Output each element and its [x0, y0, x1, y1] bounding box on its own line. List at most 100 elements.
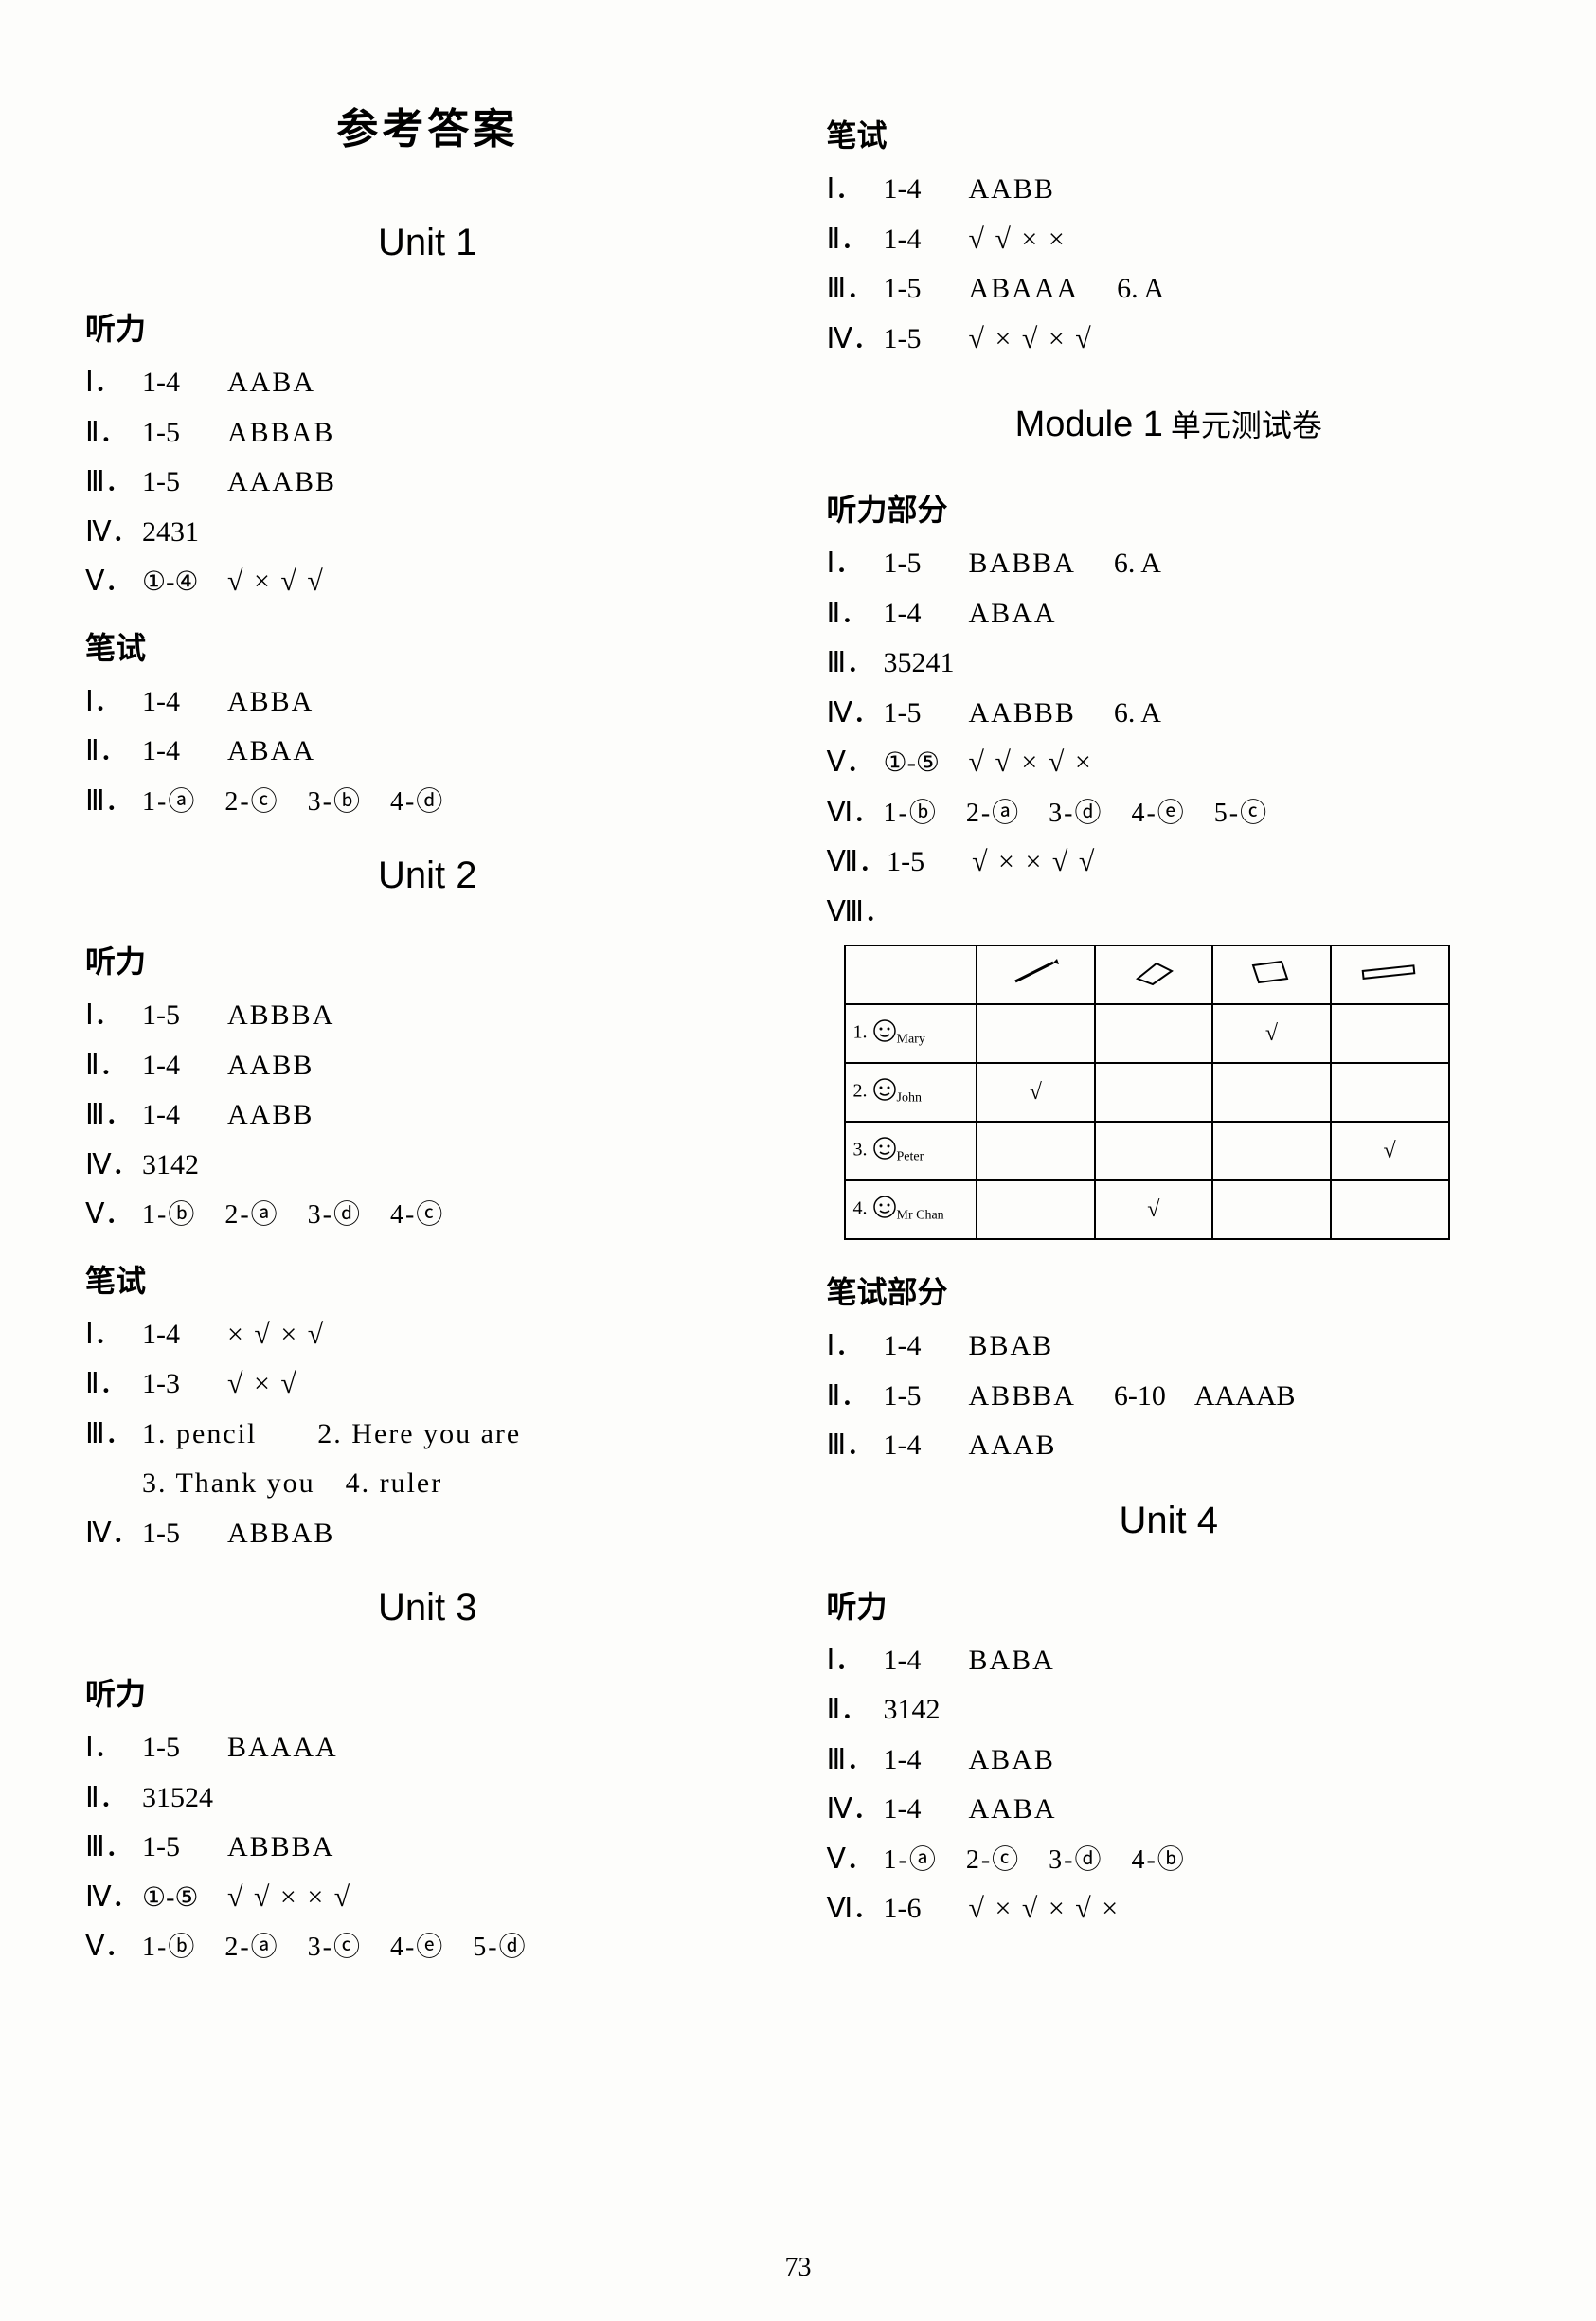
answers: 1. pencil 2. Here you are — [142, 1410, 521, 1460]
answers: AABA — [227, 358, 315, 408]
range: 1-4 — [142, 677, 227, 728]
answers: AABA — [969, 1785, 1057, 1835]
answer-line: Ⅰ．1-4ABBA — [85, 677, 770, 728]
unit4-listening-label: 听力 — [827, 1583, 1512, 1627]
row-label: 4. Mr Chan — [845, 1180, 977, 1239]
range: 3142 — [884, 1685, 969, 1736]
roman: Ⅶ． — [827, 837, 888, 888]
table-cell — [977, 1122, 1095, 1180]
roman: Ⅲ． — [827, 639, 884, 689]
face-icon — [872, 1195, 897, 1225]
range: 1-5 — [884, 1372, 969, 1422]
extra: 6. A — [1117, 264, 1164, 315]
module1-title: Module 1 单元测试卷 — [827, 402, 1512, 445]
answer-line: Ⅱ．1-4√ √ × × — [827, 215, 1512, 265]
answers: ABAA — [227, 727, 315, 777]
answer-line: Ⅲ．1-5ABAAA6. A — [827, 264, 1512, 315]
answers: ABAAA — [969, 264, 1080, 315]
answers: AAABB — [227, 458, 336, 508]
answers: 3. Thank you 4. ruler — [142, 1459, 442, 1509]
roman: Ⅱ． — [827, 1685, 884, 1736]
answer-line: Ⅴ．1-ⓐ 2-ⓒ 3-ⓓ 4-ⓑ — [827, 1835, 1512, 1885]
range: 1-3 — [142, 1359, 227, 1410]
roman: Ⅳ． — [85, 1141, 142, 1191]
answers: BABBA — [969, 539, 1076, 589]
extra: 6-10 AAAAB — [1114, 1372, 1296, 1422]
roman: Ⅲ． — [827, 1736, 884, 1786]
table-cell — [1212, 1063, 1331, 1122]
answers: ABAB — [969, 1736, 1055, 1786]
roman: Ⅲ． — [85, 1090, 142, 1141]
answer-line: Ⅱ．1-4AABB — [85, 1041, 770, 1091]
answers: 1-ⓐ 2-ⓒ 3-ⓑ 4-ⓓ — [142, 779, 444, 825]
answers: AAAB — [969, 1421, 1057, 1471]
roman: Ⅰ． — [85, 358, 142, 408]
row-label: 1. Mary — [845, 1004, 977, 1063]
range: 1-5 — [142, 1723, 227, 1773]
roman: Ⅱ． — [85, 1773, 142, 1824]
unit4-title: Unit 4 — [827, 1500, 1512, 1542]
roman: Ⅲ． — [85, 777, 142, 827]
unit3-written-label: 笔试 — [827, 112, 1512, 155]
roman: Ⅱ． — [85, 727, 142, 777]
table-cell — [1331, 1004, 1449, 1063]
answers: ABAA — [969, 589, 1057, 639]
roman: Ⅱ． — [85, 1359, 142, 1410]
table-cell: √ — [977, 1063, 1095, 1122]
answers: √ × √ × √ × — [969, 1884, 1121, 1934]
answer-line: Ⅰ．1-5BAAAA — [85, 1723, 770, 1773]
answers: ABBBA — [227, 991, 334, 1041]
answer-line: Ⅲ．1-5ABBBA — [85, 1823, 770, 1873]
answer-line: Ⅱ．1-5ABBBA6-10 AAAAB — [827, 1372, 1512, 1422]
module1-table: 1. Mary √ 2. John √ 3. Peter √ — [844, 945, 1450, 1240]
range: 1-4 — [884, 1636, 969, 1686]
range: 1-4 — [142, 1090, 227, 1141]
range: 1-4 — [142, 358, 227, 408]
answers: AABB — [227, 1041, 314, 1091]
range: 1-4 — [884, 589, 969, 639]
range: 31524 — [142, 1773, 227, 1824]
table-empty-header — [845, 945, 977, 1004]
answers: BBAB — [969, 1322, 1054, 1372]
range: 1-5 — [142, 1509, 227, 1559]
table-cell — [977, 1180, 1095, 1239]
unit2-title: Unit 2 — [85, 855, 770, 897]
row-label: 2. John — [845, 1063, 977, 1122]
answers: × √ × √ — [227, 1310, 325, 1360]
roman: Ⅰ． — [827, 1636, 884, 1686]
roman: Ⅵ． — [827, 788, 884, 838]
range: 1-5 — [884, 315, 969, 365]
answer-line: Ⅰ．1-5ABBBA — [85, 991, 770, 1041]
roman: Ⅱ． — [85, 1041, 142, 1091]
roman: Ⅰ． — [827, 165, 884, 215]
range: 1-5 — [142, 991, 227, 1041]
answer-line: Ⅴ．1-ⓑ 2-ⓐ 3-ⓓ 4-ⓒ — [85, 1190, 770, 1240]
answers: 1-ⓑ 2-ⓐ 3-ⓒ 4-ⓔ 5-ⓓ — [142, 1924, 528, 1970]
roman: Ⅲ． — [85, 458, 142, 508]
answers: BABA — [969, 1636, 1055, 1686]
roman: Ⅰ． — [827, 1322, 884, 1372]
range: 1-5 — [142, 1823, 227, 1873]
range: 1-4 — [884, 215, 969, 265]
face-icon — [872, 1077, 897, 1107]
roman: Ⅵ． — [827, 1884, 884, 1934]
table-cell — [1095, 1063, 1213, 1122]
roman: Ⅰ． — [827, 539, 884, 589]
answers: ABBBA — [969, 1372, 1076, 1422]
answers: √ × √ × √ — [969, 315, 1093, 365]
answers: √ √ × × — [969, 215, 1067, 265]
roman: Ⅱ． — [85, 408, 142, 459]
module1-title-en: Module 1 — [1015, 405, 1163, 444]
table-cell: √ — [1212, 1004, 1331, 1063]
answers: ABBBA — [227, 1823, 334, 1873]
range: 1-5 — [884, 539, 969, 589]
answer-line: Ⅲ．1-ⓐ 2-ⓒ 3-ⓑ 4-ⓓ — [85, 777, 770, 827]
face-icon — [872, 1018, 897, 1049]
answer-line: Ⅱ．1-3√ × √ — [85, 1359, 770, 1410]
answers: ABBAB — [227, 408, 334, 459]
roman: Ⅳ． — [85, 1509, 142, 1559]
answers: AABB — [969, 165, 1055, 215]
unit3-title: Unit 3 — [85, 1587, 770, 1629]
range: 1-4 — [142, 1310, 227, 1360]
extra: 6. A — [1114, 689, 1161, 739]
